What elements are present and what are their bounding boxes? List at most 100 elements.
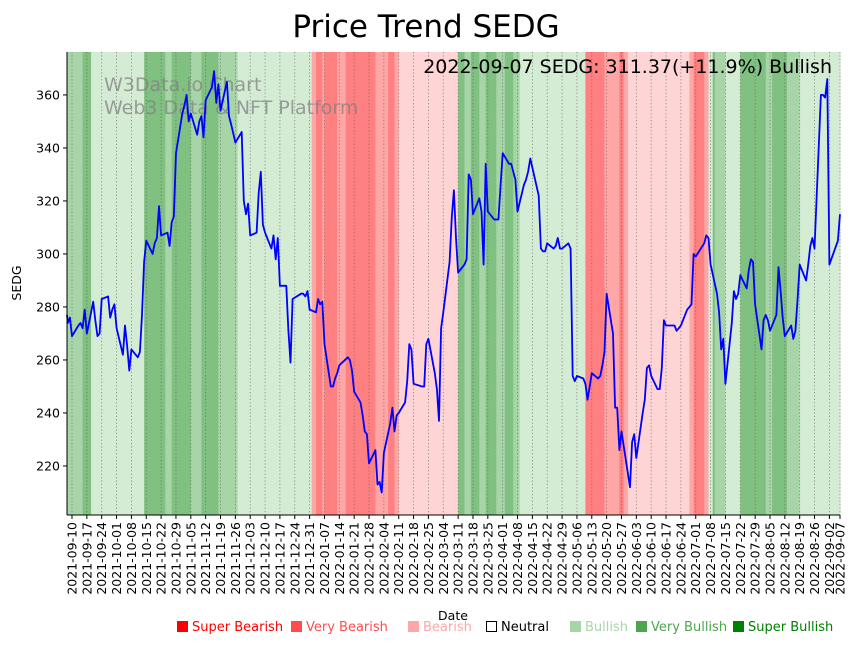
legend: Super Bearish Very Bearish Bearish Neutral B… [0, 620, 859, 640]
legend-swatch-icon [177, 621, 188, 632]
y-axis-label: SEDG [9, 265, 24, 300]
x-tick-label: 2021-11-26 [228, 522, 243, 595]
x-tick-label: 2021-10-15 [139, 522, 154, 595]
legend-label: Super Bullish [748, 620, 834, 635]
regime-band [311, 52, 317, 515]
legend-swatch-icon [733, 621, 744, 632]
x-tick-label: 2022-05-20 [599, 522, 614, 595]
x-tick-label: 2021-10-01 [109, 522, 124, 595]
x-tick-label: 2022-01-14 [332, 522, 347, 595]
x-tick-label: 2022-08-19 [792, 522, 807, 595]
x-tick-label: 2022-02-25 [421, 522, 436, 595]
regime-band [470, 52, 480, 515]
x-tick-label: 2021-11-12 [198, 522, 213, 595]
legend-label: Bullish [585, 620, 629, 635]
x-tick-label: 2022-03-18 [465, 522, 480, 595]
legend-item: Super Bullish [733, 620, 833, 635]
x-tick-label: 2021-12-24 [287, 522, 302, 595]
regime-band [604, 52, 620, 515]
regime-band [144, 52, 166, 515]
x-tick-label: 2022-08-26 [807, 522, 822, 595]
regime-band [394, 52, 400, 515]
x-axis-label: Date [438, 608, 468, 623]
regime-band [485, 52, 497, 515]
regime-band [519, 52, 586, 515]
x-tick-label: 2022-06-24 [673, 522, 688, 595]
watermark-line-1: W3Data.io Chart [104, 74, 261, 96]
x-tick-label: 2021-10-29 [168, 522, 183, 595]
y-axis-ticks: 220 240 260 280 300 320 340 360 [36, 87, 67, 473]
x-tick-label: 2021-09-24 [94, 522, 109, 595]
x-tick-label: 2021-11-05 [183, 522, 198, 595]
x-tick-label: 2022-02-04 [376, 522, 391, 595]
x-tick-label: 2021-09-10 [65, 522, 80, 595]
x-tick-label: 2022-04-29 [555, 522, 570, 595]
x-tick-label: 2021-10-08 [124, 522, 139, 595]
x-tick-label: 2021-12-17 [272, 522, 287, 595]
y-tick-label: 280 [36, 299, 60, 314]
legend-swatch-icon [408, 621, 419, 632]
regime-band [479, 52, 487, 515]
regime-band [585, 52, 606, 515]
legend-swatch-icon [486, 621, 497, 632]
x-tick-label: 2022-06-10 [644, 522, 659, 595]
regime-band [345, 52, 376, 515]
y-tick-label: 300 [36, 246, 60, 261]
legend-item: Super Bearish [177, 620, 283, 635]
x-tick-label: 2022-02-11 [391, 522, 406, 595]
y-tick-label: 240 [36, 405, 60, 420]
regime-band [786, 52, 801, 515]
regime-band [627, 52, 690, 515]
regime-band [72, 52, 84, 515]
regime-band [337, 52, 347, 515]
x-tick-label: 2021-12-03 [243, 522, 258, 595]
x-tick-label: 2022-01-28 [362, 522, 377, 595]
x-tick-label: 2022-04-15 [525, 522, 540, 595]
y-tick-label: 260 [36, 352, 60, 367]
y-tick-label: 340 [36, 140, 60, 155]
regime-band [190, 52, 202, 515]
regime-band [324, 52, 338, 515]
legend-label: Super Bearish [192, 620, 284, 635]
legend-item: Very Bearish [291, 620, 388, 635]
watermark-line-2: Web3 Data & NFT Platform [104, 97, 358, 119]
regime-band [504, 52, 514, 515]
legend-item: Bullish [570, 620, 628, 635]
regime-band [91, 52, 145, 515]
regime-band [704, 52, 709, 515]
legend-swatch-icon [636, 621, 647, 632]
x-tick-label: 2022-07-01 [688, 522, 703, 595]
x-tick-label: 2022-03-04 [436, 522, 451, 595]
regime-band [315, 52, 323, 515]
regime-band [375, 52, 389, 515]
regime-band [165, 52, 173, 515]
regime-band [725, 52, 741, 515]
y-tick-label: 320 [36, 193, 60, 208]
legend-swatch-icon [291, 621, 302, 632]
x-tick-label: 2022-07-15 [718, 522, 733, 595]
x-tick-label: 2022-05-13 [584, 522, 599, 595]
x-tick-label: 2022-07-22 [733, 522, 748, 595]
x-tick-label: 2022-04-22 [540, 522, 555, 595]
y-tick-label: 220 [36, 458, 60, 473]
legend-label: Very Bearish [306, 620, 388, 635]
x-tick-label: 2022-06-17 [659, 522, 674, 595]
x-tick-label: 2021-10-22 [154, 522, 169, 595]
regime-band [458, 52, 465, 515]
x-tick-label: 2022-06-03 [629, 522, 644, 595]
x-tick-label: 2022-02-18 [406, 522, 421, 595]
legend-label: Bearish [423, 620, 472, 635]
regime-band [322, 52, 325, 515]
x-tick-label: 2022-05-27 [614, 522, 629, 595]
legend-label: Neutral [501, 620, 549, 635]
legend-swatch-icon [570, 621, 581, 632]
regime-band [714, 52, 726, 515]
x-tick-label: 2022-07-29 [748, 522, 763, 595]
x-tick-label: 2022-01-07 [317, 522, 332, 595]
x-tick-label: 2022-09-02 [822, 522, 837, 595]
x-tick-label: 2021-12-31 [302, 522, 317, 595]
regime-bands [67, 52, 841, 515]
regime-band [171, 52, 192, 515]
x-tick-label: 2022-04-01 [495, 522, 510, 595]
